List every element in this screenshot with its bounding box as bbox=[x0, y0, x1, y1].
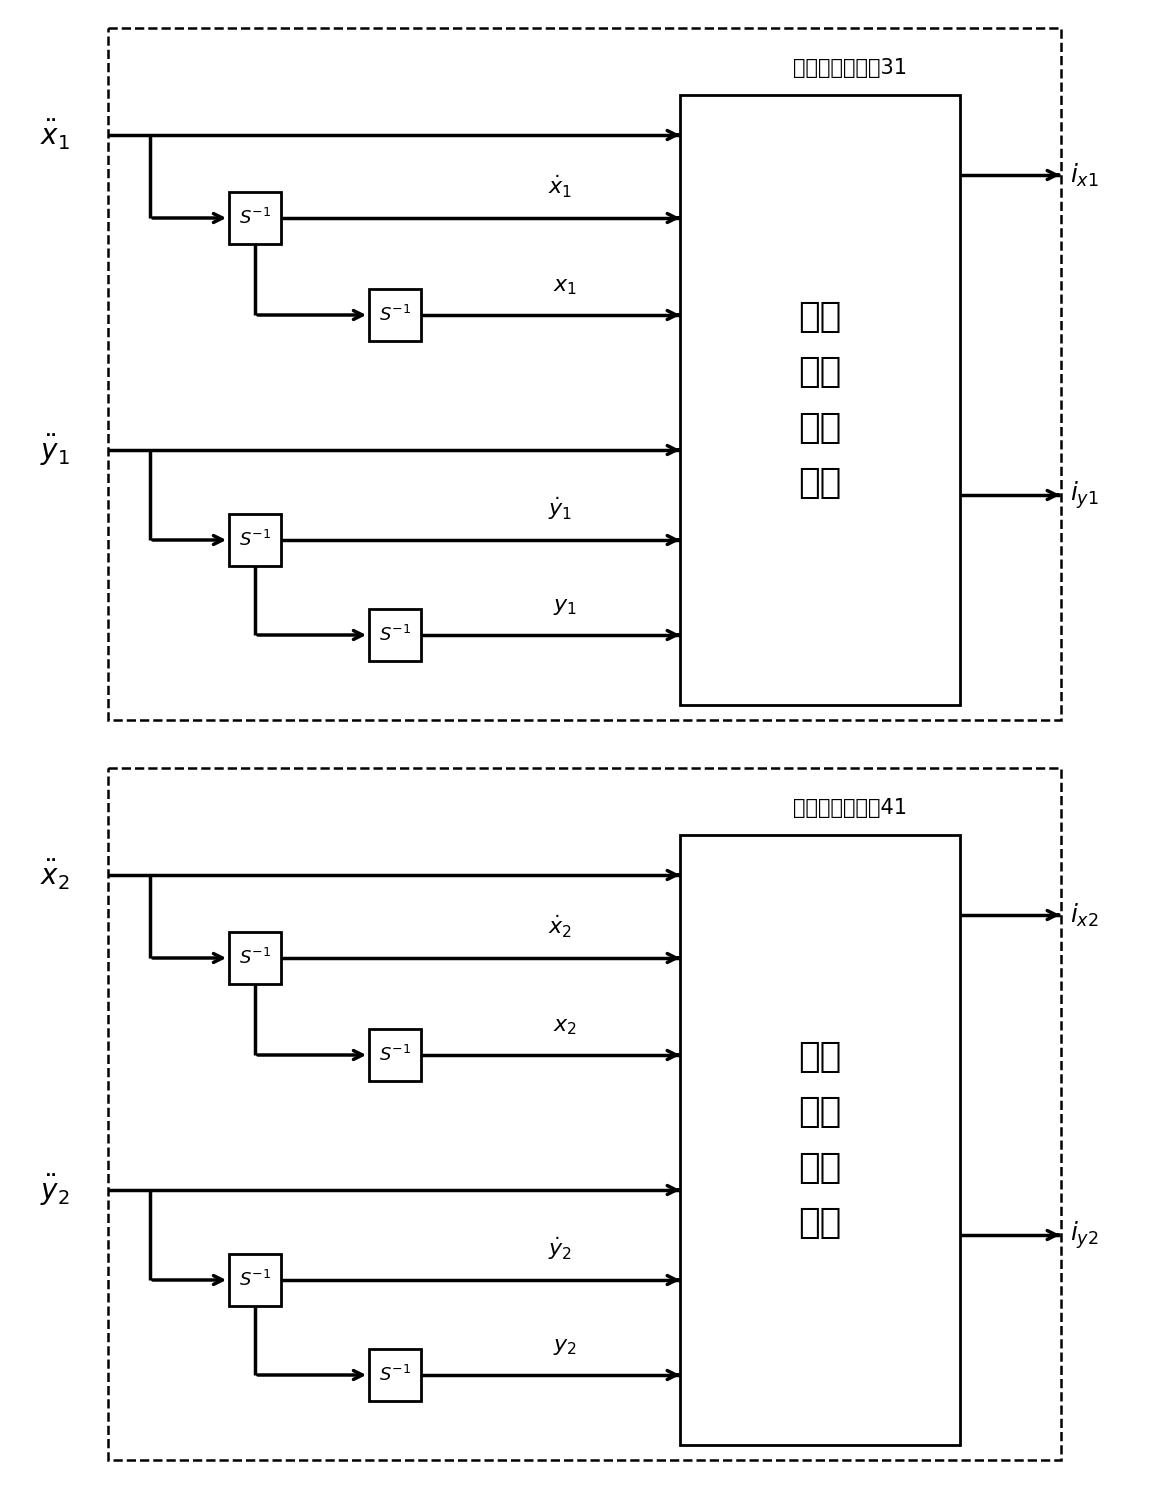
Bar bbox=[680, 95, 960, 705]
Text: 电磁解耦控制器41: 电磁解耦控制器41 bbox=[793, 799, 907, 818]
Text: $\ddot{y}_1$: $\ddot{y}_1$ bbox=[40, 433, 70, 467]
Bar bbox=[229, 192, 281, 244]
Text: $y_2$: $y_2$ bbox=[553, 1337, 577, 1358]
Text: $S^{-1}$: $S^{-1}$ bbox=[239, 208, 271, 228]
Text: $i_{x1}$: $i_{x1}$ bbox=[1070, 162, 1098, 189]
Bar bbox=[229, 1254, 281, 1306]
Text: 极限
学习
机逆
系统: 极限 学习 机逆 系统 bbox=[799, 299, 842, 501]
Bar bbox=[368, 610, 421, 662]
Bar bbox=[229, 932, 281, 984]
Text: $\dot{x}_2$: $\dot{x}_2$ bbox=[548, 913, 573, 940]
Text: $S^{-1}$: $S^{-1}$ bbox=[239, 947, 271, 968]
Bar bbox=[108, 767, 1061, 1460]
Text: $S^{-1}$: $S^{-1}$ bbox=[379, 625, 412, 645]
Text: $\dot{x}_1$: $\dot{x}_1$ bbox=[548, 174, 573, 199]
Text: $S^{-1}$: $S^{-1}$ bbox=[239, 529, 271, 550]
Text: $x_2$: $x_2$ bbox=[553, 1017, 577, 1036]
Text: $S^{-1}$: $S^{-1}$ bbox=[379, 305, 412, 326]
Bar bbox=[368, 1349, 421, 1401]
Bar bbox=[680, 836, 960, 1445]
Text: $\ddot{y}_2$: $\ddot{y}_2$ bbox=[40, 1172, 70, 1207]
Text: $y_1$: $y_1$ bbox=[553, 596, 577, 617]
Text: $\ddot{x}_1$: $\ddot{x}_1$ bbox=[40, 117, 70, 152]
Text: $i_{y1}$: $i_{y1}$ bbox=[1070, 479, 1098, 512]
Bar bbox=[229, 515, 281, 567]
Bar bbox=[108, 28, 1061, 720]
Text: $S^{-1}$: $S^{-1}$ bbox=[239, 1270, 271, 1291]
Bar bbox=[368, 288, 421, 341]
Text: 电磁解耦控制器31: 电磁解耦控制器31 bbox=[793, 58, 907, 77]
Text: $i_{x2}$: $i_{x2}$ bbox=[1070, 901, 1098, 928]
Text: $S^{-1}$: $S^{-1}$ bbox=[379, 1045, 412, 1065]
Text: 极限
学习
机逆
系统: 极限 学习 机逆 系统 bbox=[799, 1039, 842, 1240]
Text: $\dot{y}_1$: $\dot{y}_1$ bbox=[548, 495, 573, 522]
Text: $\ddot{x}_2$: $\ddot{x}_2$ bbox=[40, 858, 70, 892]
Bar bbox=[368, 1029, 421, 1081]
Text: $i_{y2}$: $i_{y2}$ bbox=[1070, 1219, 1098, 1251]
Text: $x_1$: $x_1$ bbox=[553, 277, 577, 297]
Text: $S^{-1}$: $S^{-1}$ bbox=[379, 1365, 412, 1384]
Text: $\dot{y}_2$: $\dot{y}_2$ bbox=[548, 1236, 573, 1262]
